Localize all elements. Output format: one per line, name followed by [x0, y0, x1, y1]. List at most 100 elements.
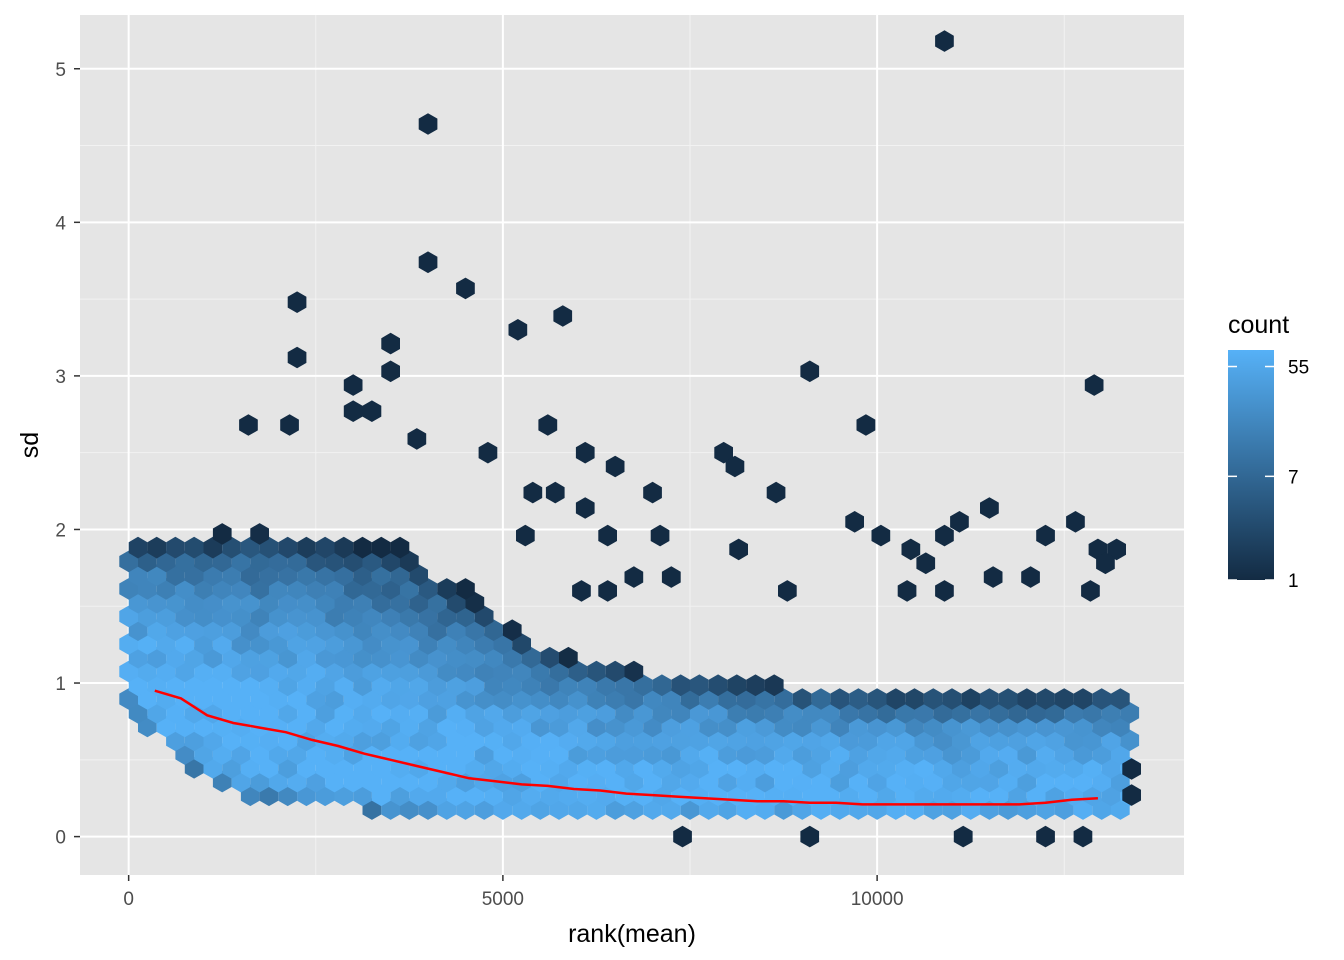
hex-bin-outlier — [1096, 552, 1115, 575]
hex-bin — [690, 757, 709, 779]
hex-bin — [970, 784, 990, 807]
hex-bin — [456, 660, 475, 683]
hex-bin — [952, 729, 971, 752]
hex-bin — [792, 770, 812, 793]
hex-bin — [811, 688, 831, 710]
hex-bin — [287, 715, 307, 738]
hex-bin — [577, 674, 597, 697]
hex-bin — [661, 743, 681, 765]
hex-bin — [905, 715, 924, 738]
hex-bin — [240, 702, 260, 724]
hex-bin — [269, 743, 288, 765]
hex-bin — [1120, 729, 1140, 752]
hex-bin — [390, 591, 410, 614]
hex-bin — [587, 770, 606, 793]
hex-bin — [446, 619, 466, 641]
hex-bin — [400, 715, 419, 738]
hex-bin — [446, 784, 466, 807]
hex-bin — [849, 770, 868, 793]
hex-bin — [203, 646, 223, 669]
hex-bin — [1054, 743, 1074, 765]
hex-bin — [418, 743, 438, 765]
hex-bin — [933, 729, 952, 752]
hex-bin — [849, 715, 868, 738]
hex-bin — [521, 702, 541, 724]
hex-bin — [942, 688, 962, 710]
hex-bin — [877, 702, 896, 724]
hex-bin — [315, 702, 335, 724]
hex-bin — [690, 674, 709, 697]
hex-bin-outlier — [381, 332, 400, 355]
hex-bin — [437, 688, 457, 710]
hex-bin — [297, 591, 316, 614]
hex-bin — [400, 798, 419, 820]
trend-line — [154, 689, 1098, 806]
hex-bin — [474, 715, 494, 738]
hex-bin — [175, 660, 195, 683]
hex-bin — [1008, 757, 1027, 779]
hex-bin — [727, 702, 747, 724]
hex-bin — [718, 688, 737, 710]
hex-bin — [839, 702, 859, 724]
hex-bin — [362, 743, 382, 765]
hex-bin — [764, 702, 784, 724]
hex-bin — [381, 550, 400, 573]
x-tick-label: 10000 — [851, 889, 904, 910]
hex-bin — [531, 743, 550, 765]
hex-bin — [577, 729, 597, 752]
hex-bin — [671, 757, 690, 779]
hex-bin — [933, 702, 952, 724]
hex-bin — [699, 715, 719, 738]
legend-title: count — [1228, 311, 1289, 339]
hex-bin — [980, 715, 999, 738]
hex-bin — [222, 591, 241, 614]
hex-bin — [559, 757, 578, 779]
hex-bin — [240, 619, 260, 641]
hex-bin — [736, 688, 756, 710]
hex-bin — [203, 536, 223, 559]
hex-bin — [278, 619, 298, 641]
hex-bin — [802, 757, 821, 779]
hex-bin — [428, 591, 447, 614]
hex-bin — [212, 605, 232, 628]
hex-bin — [194, 743, 213, 765]
hex-bin — [465, 729, 485, 752]
hex-bin — [240, 646, 260, 669]
hex-bin — [456, 688, 475, 710]
hex-bin-outlier — [935, 30, 954, 52]
hex-bin — [400, 578, 419, 600]
hex-bin — [1101, 702, 1121, 724]
hex-bin — [1017, 770, 1037, 793]
hex-bin — [269, 550, 288, 573]
hex-bin — [615, 757, 634, 779]
hex-bin — [1101, 757, 1121, 779]
hex-bin — [119, 633, 138, 655]
hex-bin — [334, 591, 354, 614]
hex-bin-outlier — [575, 441, 595, 464]
hex-bin — [203, 674, 223, 697]
hex-bin-outlier — [239, 414, 258, 436]
hex-bin — [718, 743, 737, 765]
hex-bin — [886, 715, 906, 738]
hex-bin — [905, 770, 924, 793]
hex-bin — [287, 550, 307, 573]
hex-bin — [334, 646, 354, 669]
hex-bin — [559, 646, 578, 669]
hex-bin — [830, 688, 850, 710]
hex-bin — [306, 578, 326, 600]
hex-bin — [774, 688, 793, 710]
hex-bin — [194, 715, 213, 738]
hex-bin — [802, 729, 821, 752]
hex-bin — [418, 605, 438, 628]
hex-bin — [203, 564, 223, 586]
hex-bin — [418, 578, 438, 600]
hex-bin — [175, 578, 195, 600]
hex-bin — [325, 578, 344, 600]
hex-bin-outlier — [950, 511, 969, 533]
hex-bin — [138, 550, 157, 573]
hex-bin — [259, 619, 279, 641]
hex-bin — [484, 646, 503, 669]
hex-bin — [147, 564, 167, 586]
hex-bin — [1008, 729, 1027, 752]
